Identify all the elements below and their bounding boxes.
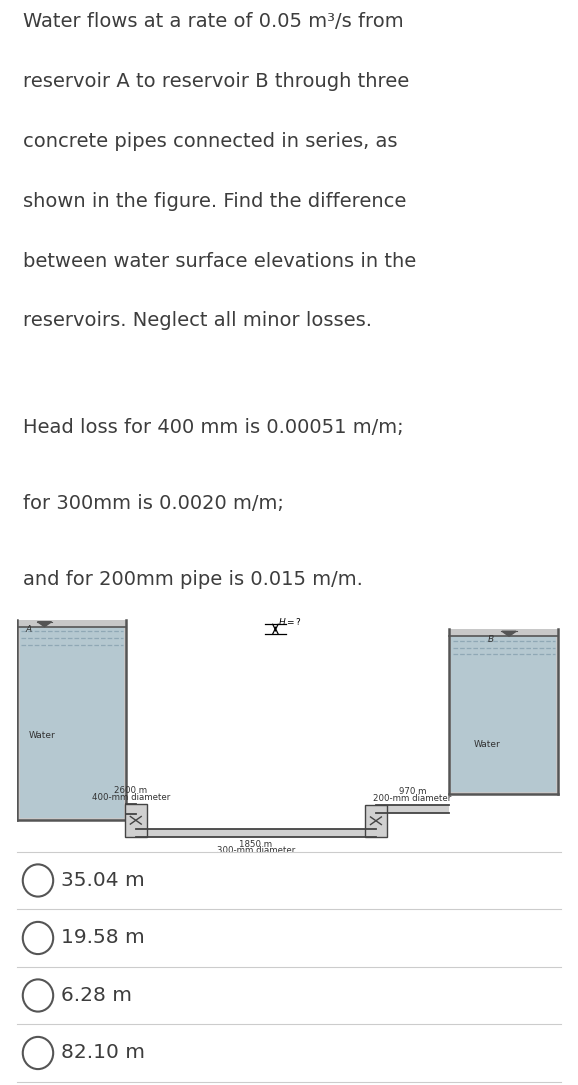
Bar bbox=[125, 804, 147, 837]
Text: reservoir A to reservoir B through three: reservoir A to reservoir B through three bbox=[23, 72, 409, 91]
Bar bbox=[126, 804, 136, 815]
Text: 6.28 m: 6.28 m bbox=[61, 986, 132, 1005]
Bar bbox=[365, 805, 387, 837]
Text: 200-mm diameter: 200-mm diameter bbox=[373, 794, 452, 803]
Text: between water surface elevations in the: between water surface elevations in the bbox=[23, 252, 416, 270]
Bar bbox=[376, 805, 449, 814]
Text: 400-mm diameter: 400-mm diameter bbox=[92, 793, 170, 802]
Text: Head loss for 400 mm is 0.00051 m/m;: Head loss for 400 mm is 0.00051 m/m; bbox=[23, 418, 404, 437]
Text: for 300mm is 0.0020 m/m;: for 300mm is 0.0020 m/m; bbox=[23, 495, 284, 513]
Circle shape bbox=[23, 1037, 53, 1069]
Text: Water: Water bbox=[474, 740, 501, 749]
Bar bbox=[17, 620, 126, 820]
Circle shape bbox=[23, 922, 53, 954]
Text: reservoirs. Neglect all minor losses.: reservoirs. Neglect all minor losses. bbox=[23, 311, 372, 330]
Text: shown in the figure. Find the difference: shown in the figure. Find the difference bbox=[23, 192, 406, 210]
Text: Water flows at a rate of 0.05 m³/s from: Water flows at a rate of 0.05 m³/s from bbox=[23, 12, 404, 31]
Text: 970 m: 970 m bbox=[399, 788, 427, 796]
Text: 19.58 m: 19.58 m bbox=[61, 929, 144, 947]
Text: $H = ?$: $H = ?$ bbox=[278, 615, 302, 627]
Text: 82.10 m: 82.10 m bbox=[61, 1044, 145, 1062]
Text: 2600 m: 2600 m bbox=[114, 787, 147, 795]
Polygon shape bbox=[502, 631, 516, 636]
Polygon shape bbox=[38, 622, 51, 627]
Text: 300-mm diameter: 300-mm diameter bbox=[217, 846, 295, 855]
Text: 35.04 m: 35.04 m bbox=[61, 871, 144, 890]
Bar bbox=[20, 627, 124, 818]
Text: Water: Water bbox=[28, 731, 55, 740]
Bar bbox=[136, 829, 376, 837]
Text: B: B bbox=[487, 635, 494, 643]
Text: A: A bbox=[25, 625, 32, 635]
Text: and for 200mm pipe is 0.015 m/m.: and for 200mm pipe is 0.015 m/m. bbox=[23, 571, 363, 589]
Circle shape bbox=[23, 865, 53, 896]
Bar bbox=[451, 636, 556, 792]
Bar bbox=[449, 629, 558, 794]
Text: concrete pipes connected in series, as: concrete pipes connected in series, as bbox=[23, 132, 398, 151]
Text: 1850 m: 1850 m bbox=[239, 840, 272, 848]
Circle shape bbox=[23, 980, 53, 1011]
